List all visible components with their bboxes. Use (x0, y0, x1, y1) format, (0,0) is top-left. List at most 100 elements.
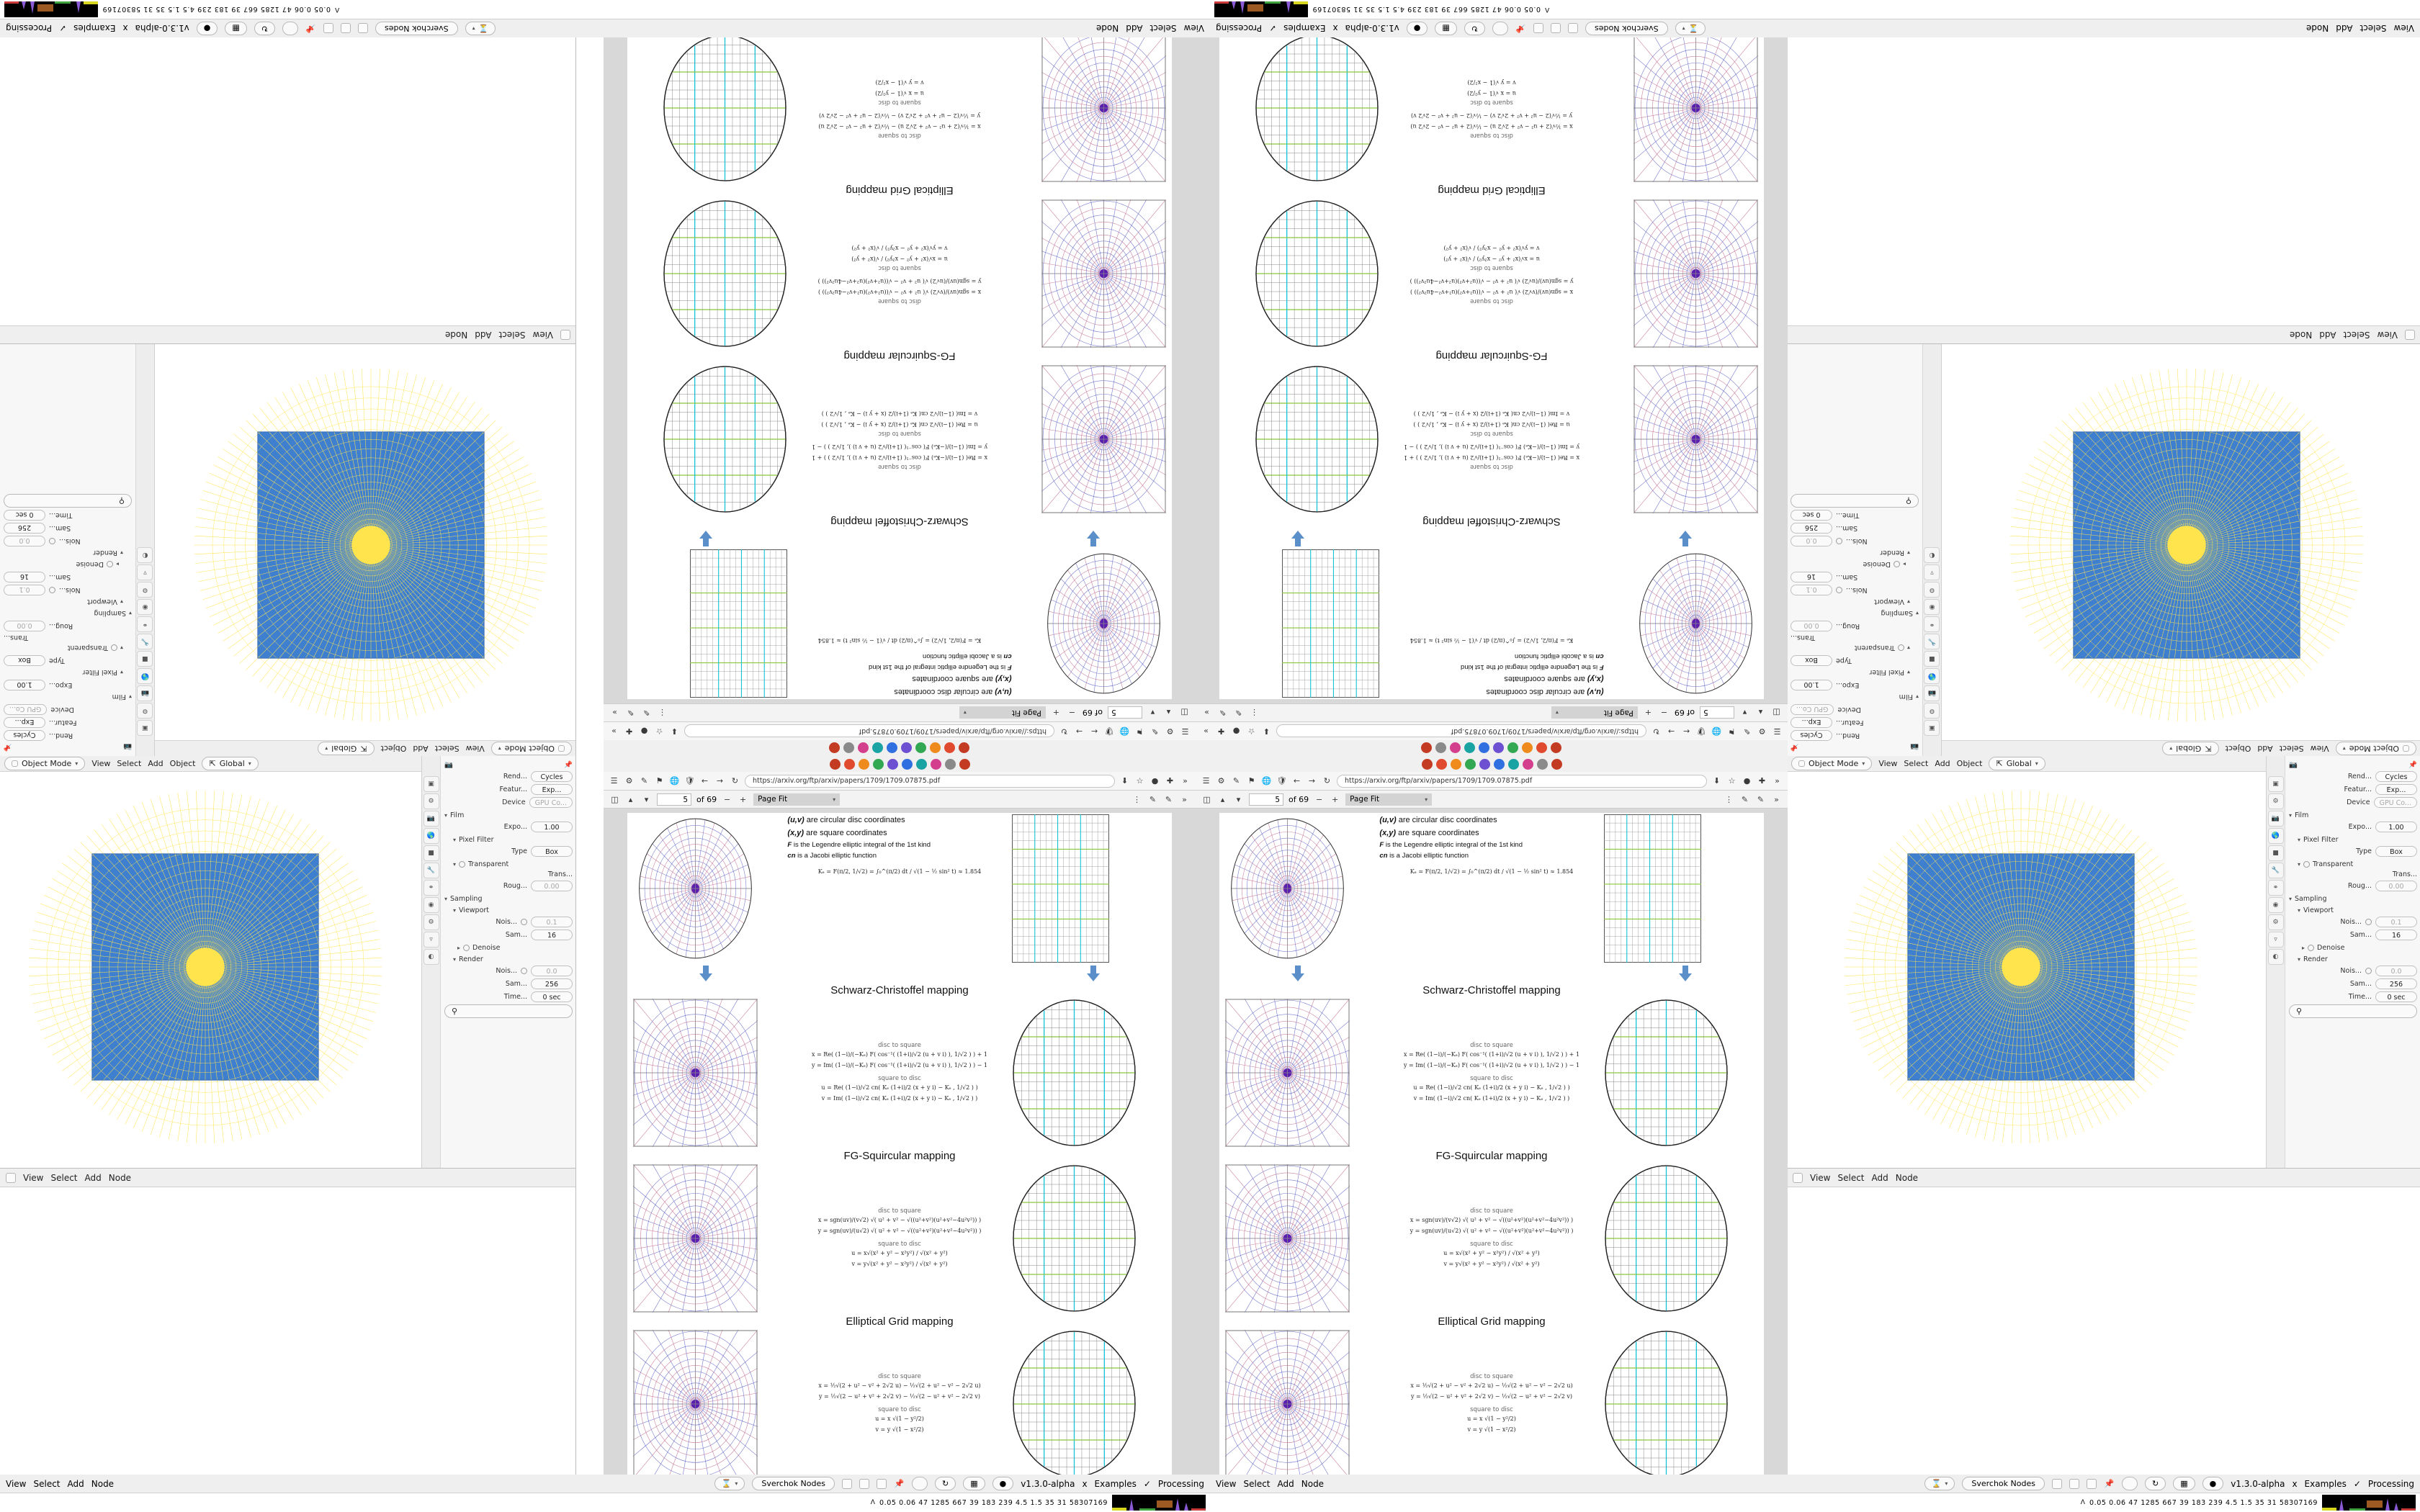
browser-tab-strip[interactable] (604, 740, 1196, 756)
browser-tab-icon-3[interactable] (1507, 742, 1519, 754)
menu-icon[interactable]: ☰ (610, 776, 618, 786)
render-noise-value[interactable]: 0.0 (4, 536, 45, 546)
viewport-sampling-section[interactable]: ▾ Viewport (444, 906, 573, 914)
examples-label[interactable]: Examples (2304, 1478, 2347, 1489)
browser-tab-icon-7[interactable] (1522, 758, 1533, 770)
statusbar-menu-view[interactable]: View (6, 1478, 27, 1489)
viewport-bottom-left[interactable]: Object Mode ▾ View Select Add Object ⇱ Globa… (0, 756, 575, 1168)
pixel-filter-section[interactable]: ▾ Pixel Filter (444, 836, 573, 844)
viewport-menu-view[interactable]: View (2310, 744, 2329, 753)
copy-icon[interactable] (341, 23, 351, 34)
orientation-dropdown[interactable]: ⇱ Global ▾ (1989, 757, 2045, 770)
examples-label[interactable]: Examples (73, 23, 116, 34)
zoom-in-button[interactable]: + (1332, 794, 1339, 804)
render-row-2[interactable]: Device GPU Co... (4, 704, 132, 715)
shield-icon[interactable] (841, 1478, 852, 1489)
browser-tab-icon-9[interactable] (1421, 742, 1433, 754)
account-icon[interactable]: ● (640, 726, 648, 736)
render-samples-value[interactable]: 256 (4, 523, 45, 534)
shield-icon[interactable]: 🛡 (684, 776, 695, 786)
transparent-section[interactable]: ▾ Transparent (2289, 860, 2417, 868)
page-up-icon[interactable]: ▴ (1758, 708, 1763, 718)
render-row-1[interactable]: Featur... Exp... (2289, 784, 2417, 795)
nodetree-selector[interactable]: ⌛ ▾ (714, 1477, 745, 1490)
browser-tab-icon-7[interactable] (858, 742, 869, 754)
editor-type-icon[interactable] (2405, 330, 2415, 341)
mask-icon-button[interactable]: ● (1406, 22, 1428, 35)
render-properties-body[interactable]: 📷 📌 Rend... Cycles Featur... Exp... Devi… (1787, 344, 1922, 756)
forward-icon[interactable]: → (1308, 776, 1316, 786)
exposure-row[interactable]: Expo... 1.00 (444, 822, 573, 832)
grid-icon-button[interactable]: ▦ (225, 22, 247, 35)
pen-icon[interactable]: ✎ (1232, 776, 1240, 786)
browser-tab-icon-6[interactable] (872, 742, 884, 754)
viewport-menu-select[interactable]: Select (2279, 744, 2304, 753)
samples-value[interactable]: 16 (531, 930, 573, 940)
shield-icon[interactable]: 🛡 (1696, 726, 1707, 736)
browser-tab-icon-0[interactable] (829, 758, 841, 770)
viewport-noise-row[interactable]: Nois... 0.1 (444, 917, 573, 927)
node-menu-add[interactable]: Add (2319, 330, 2336, 341)
draw-icon[interactable]: ✎ (627, 708, 635, 718)
properties-search-input[interactable]: ⚲ (4, 494, 132, 508)
properties-tab-0[interactable]: ▣ (423, 776, 439, 792)
draw-icon[interactable]: ✎ (1757, 794, 1765, 804)
properties-tab-8[interactable]: ⚙ (137, 582, 153, 598)
properties-tab-10[interactable]: ◐ (1924, 547, 1940, 563)
update-icon-button[interactable]: ↻ (1464, 22, 1486, 35)
more-tools-icon[interactable]: » (1204, 708, 1209, 718)
pdf-viewer-top-right[interactable]: ☰ ⚙ ✎ ⚑ 🌐 🛡 ← → ↻ https://arxiv.org/ftp/… (1196, 20, 1788, 756)
samples-value[interactable]: 16 (4, 572, 45, 582)
render-row-0[interactable]: Rend... Cycles (4, 730, 132, 741)
exposure-value[interactable]: 1.00 (4, 680, 45, 690)
properties-tab-1[interactable]: ⚙ (137, 703, 153, 719)
text-cursor-icon[interactable]: ⋮ (658, 708, 666, 718)
browser-url-bar[interactable]: ☰ ⚙ ✎ ⚑ 🌐 🛡 ← → ↻ https://arxiv.org/ftp/… (1196, 721, 1788, 740)
back-icon[interactable]: ← (701, 776, 709, 786)
editor-type-icon[interactable] (1793, 1172, 1803, 1183)
noise-checkbox[interactable] (1836, 587, 1842, 593)
grid-icon-button[interactable]: ▦ (1435, 22, 1457, 35)
transparent-checkbox[interactable] (1897, 644, 1904, 651)
properties-tab-0[interactable]: ▣ (1924, 720, 1940, 736)
node-menu-view[interactable]: View (1810, 1172, 1831, 1183)
sampling-section[interactable]: ▾ Sampling (444, 895, 573, 903)
film-section[interactable]: ▾ Film (1791, 693, 1919, 701)
properties-tab-0[interactable]: ▣ (137, 720, 153, 736)
properties-tab-9[interactable]: ▿ (1924, 564, 1940, 580)
properties-tab-3[interactable]: 🌎 (137, 668, 153, 684)
processing-label[interactable]: Processing (1216, 23, 1263, 34)
viewport-menu-view[interactable]: View (1878, 759, 1898, 768)
properties-tab-2[interactable]: 📷 (137, 685, 153, 701)
node-menu-add[interactable]: Add (1871, 1172, 1888, 1183)
close-icon[interactable] (323, 23, 334, 34)
exposure-row[interactable]: Expo... 1.00 (1791, 680, 1919, 690)
denoise-checkbox[interactable] (1893, 561, 1900, 567)
statusbar-menu-select[interactable]: Select (1150, 23, 1177, 34)
text-cursor-icon[interactable]: ⋮ (1725, 794, 1733, 804)
page-down-icon[interactable]: ▾ (1742, 708, 1747, 718)
copy-icon[interactable] (2069, 1478, 2079, 1489)
type-value[interactable]: Box (2375, 846, 2417, 857)
render-sampling-section[interactable]: ▾ Render (1791, 549, 1919, 557)
editor-mode-dropdown[interactable]: Object Mode ▾ (4, 757, 86, 770)
browser-tab-icon-6[interactable] (1464, 742, 1476, 754)
viewport-header[interactable]: Object Mode ▾ View Select Add Object ⇱ Globa… (1787, 756, 2266, 772)
pixel-filter-section[interactable]: ▾ Pixel Filter (2289, 836, 2417, 844)
denoise-section[interactable]: ▸ Denoise (1791, 560, 1919, 568)
mask-icon-button[interactable]: ● (992, 1477, 1014, 1490)
browser-tab-icon-1[interactable] (1536, 742, 1548, 754)
properties-tab-6[interactable]: ⚭ (2267, 880, 2284, 896)
properties-tab-6[interactable]: ⚭ (137, 616, 153, 632)
page-up-icon[interactable]: ▴ (1220, 794, 1225, 804)
node-menu-node[interactable]: Node (108, 1172, 132, 1183)
noise-checkbox[interactable] (2365, 919, 2372, 925)
bookmark-icon[interactable]: ⚑ (655, 776, 663, 786)
exposure-value[interactable]: 1.00 (531, 822, 573, 832)
viewport-noise-row[interactable]: Nois... 0.1 (1791, 585, 1919, 595)
bookmark-icon[interactable]: ⚑ (1247, 776, 1255, 786)
render-row-0[interactable]: Rend... Cycles (1791, 730, 1919, 741)
properties-tab-4[interactable]: ■ (137, 651, 153, 667)
node-editor-header[interactable]: View Select Add Node (0, 1169, 575, 1187)
browser-tab-icon-5[interactable] (901, 758, 913, 770)
